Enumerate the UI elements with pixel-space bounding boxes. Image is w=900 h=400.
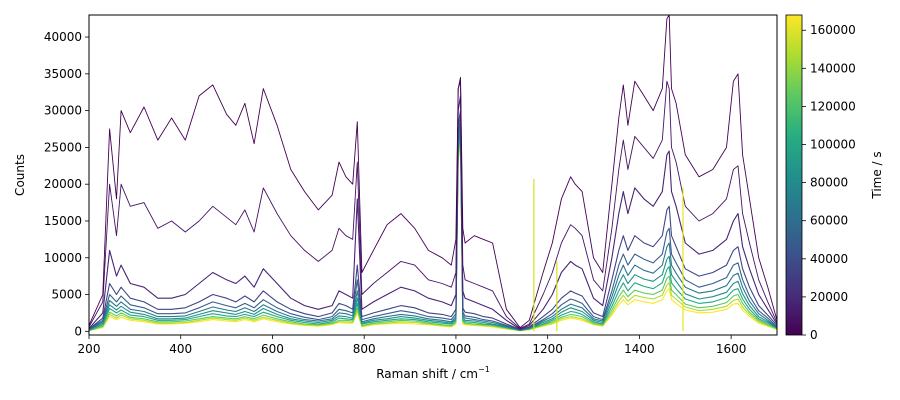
colorbar-tick-label-100000: 100000 [810, 138, 856, 152]
x-tick-label-400: 400 [169, 342, 192, 356]
y-tick-label-0: 0 [74, 324, 82, 338]
y-axis-ticks: 0 5000 10000 15000 20000 25000 30000 35000 40000 [44, 30, 89, 338]
x-axis-label-superscript: −1 [478, 365, 490, 374]
colorbar-tick-label-20000: 20000 [810, 290, 848, 304]
colorbar-label: Time / s [870, 151, 884, 199]
series-line-t80000 [89, 128, 777, 331]
y-tick-label-5000: 5000 [51, 288, 82, 302]
x-axis-label: Raman shift / cm−1 [376, 365, 490, 381]
x-tick-label-1600: 1600 [716, 342, 747, 356]
colorbar-tick-label-40000: 40000 [810, 252, 848, 266]
x-tick-label-1000: 1000 [441, 342, 472, 356]
series-line-t20000 [89, 110, 777, 331]
colorbar-tick-label-160000: 160000 [810, 23, 856, 37]
y-tick-label-10000: 10000 [44, 251, 82, 265]
x-tick-label-1400: 1400 [624, 342, 655, 356]
x-tick-label-600: 600 [261, 342, 284, 356]
x-tick-label-800: 800 [353, 342, 376, 356]
y-axis-label: Counts [13, 154, 27, 196]
y-tick-label-35000: 35000 [44, 67, 82, 81]
colorbar-tick-label-60000: 60000 [810, 214, 848, 228]
series-line-t4000 [89, 80, 777, 329]
series-line-t135000 [89, 135, 777, 332]
y-tick-label-20000: 20000 [44, 177, 82, 191]
x-tick-label-200: 200 [78, 342, 101, 356]
series-line-t110000 [89, 132, 777, 331]
x-tick-label-1200: 1200 [532, 342, 563, 356]
colorbar-tick-label-140000: 140000 [810, 61, 856, 75]
series-line-t35000 [89, 117, 777, 331]
y-tick-label-15000: 15000 [44, 214, 82, 228]
colorbar [786, 15, 802, 335]
series-line-t10000 [89, 95, 777, 330]
y-tick-label-30000: 30000 [44, 104, 82, 118]
colorbar-tick-label-0: 0 [810, 328, 818, 342]
series-line-t60000 [89, 121, 777, 331]
colorbar-frame [785, 14, 803, 336]
series-line-t155000 [89, 139, 777, 332]
series-line-t0 [89, 15, 777, 329]
plot-frame [88, 14, 778, 336]
colorbar-ticks: 0 20000 40000 60000 80000 100000 120000 140000 1… [802, 23, 856, 342]
x-axis-ticks: 200 400 600 800 1000 1200 1400 1600 [78, 335, 747, 356]
colorbar-tick-label-80000: 80000 [810, 176, 848, 190]
spectra-series-layer [89, 15, 777, 332]
y-tick-label-40000: 40000 [44, 30, 82, 44]
y-tick-label-25000: 25000 [44, 140, 82, 154]
colorbar-tick-label-120000: 120000 [810, 99, 856, 113]
series-line-t168000 [89, 143, 777, 332]
